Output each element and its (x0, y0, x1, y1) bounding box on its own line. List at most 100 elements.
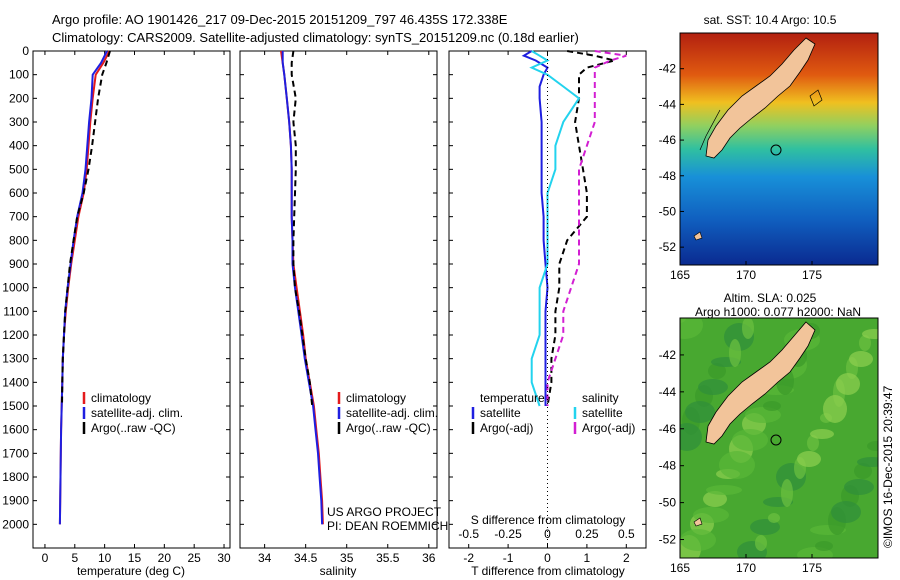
legend-label-satellite: satellite-adj. clim. (91, 406, 183, 420)
sla-patch (755, 535, 767, 551)
map-y-tick-label: -48 (659, 169, 677, 183)
sla-patch (680, 318, 703, 339)
sla-patch (708, 363, 726, 379)
depth-tick-label: 500 (9, 162, 29, 176)
sla-patch (815, 541, 833, 551)
depth-axis-labels: 0 100 200 300 400 500 600 700 800 900 1000 1100 1200… (2, 44, 29, 531)
map-y-tick-label: -48 (659, 459, 677, 473)
depth-tick-label: 900 (9, 257, 29, 271)
depth-tick-label: 1100 (3, 304, 29, 318)
sst-map-title: sat. SST: 10.4 Argo: 10.5 (704, 13, 837, 27)
salinity-legend: climatology satellite-adj. clim. Argo(..… (337, 391, 438, 435)
legend-label-climatology: climatology (91, 391, 151, 405)
stewart-island (693, 231, 703, 241)
depth-tick-label: 1600 (2, 423, 29, 437)
salinity-axis: 34 34.5 35 35.5 36 (240, 50, 437, 565)
series-line-argo-adj-t (546, 50, 615, 407)
sla-patch (768, 513, 780, 523)
depth-tick-label: 1200 (2, 328, 29, 342)
sla-patch (844, 479, 874, 495)
map-y-tick-label: -50 (659, 204, 677, 218)
x-tick-label: 35.5 (376, 551, 400, 565)
sla-map (680, 318, 878, 558)
sla-patch (680, 423, 702, 451)
sla-patch (750, 519, 780, 535)
map-x-tick-label: 175 (802, 268, 822, 282)
legend-title-salinity: salinity (582, 391, 619, 405)
depth-tick-label: 1900 (2, 494, 29, 508)
depth-tick-label: 100 (9, 68, 29, 82)
map-y-tick-label: -46 (659, 133, 677, 147)
sla-patch (719, 451, 755, 479)
sla-patch (732, 429, 768, 451)
series-line-temperature-satellite (521, 50, 549, 406)
s-tick-label: 0.5 (618, 527, 635, 541)
sla-patch (703, 491, 727, 507)
salinity-panel-frame (239, 50, 438, 549)
argo-location-marker (770, 144, 782, 156)
sst-map-frame (679, 32, 879, 266)
depth-tick-label: 1800 (2, 470, 29, 484)
s-tick-label: 0.25 (575, 527, 599, 541)
temperature-panel-frame (32, 50, 231, 549)
temperature-axis: 0 5 10 15 20 25 30 (33, 50, 231, 565)
legend-label-argo: Argo(..raw -QC) (346, 421, 431, 435)
legend-label-satellite: satellite-adj. clim. (346, 406, 438, 420)
sla-patch (706, 485, 742, 495)
series-line-argo-raw-qc- (290, 50, 314, 407)
sla-patch (857, 457, 878, 467)
legend-title-temperature: temperature (480, 391, 545, 405)
temperature-xlabel: temperature (deg C) (77, 564, 185, 578)
x-tick-label: -1 (503, 551, 514, 565)
depth-tick-label: 800 (9, 233, 29, 247)
sla-patch (680, 529, 716, 551)
sla-patch (854, 463, 872, 479)
x-tick-label: 1 (584, 551, 591, 565)
x-tick-label: 0 (42, 551, 49, 565)
s-tick-label: 0 (544, 527, 551, 541)
map-y-tick-label: -50 (659, 496, 677, 510)
sla-patch (763, 401, 781, 411)
depth-tick-label: 300 (9, 115, 29, 129)
header-line2: Climatology: CARS2009. Satellite-adjuste… (52, 30, 579, 45)
map-y-tick-label: -42 (659, 348, 677, 362)
sla-patch (807, 435, 819, 451)
series-line-climatology (280, 50, 324, 525)
x-tick-label: 0 (544, 551, 551, 565)
sla-patch (693, 507, 729, 523)
imos-side-label: ©IMOS 16-Dec-2015 20:39:47 (881, 385, 895, 548)
pi-annotation: PI: DEAN ROEMMICH (327, 519, 448, 533)
sla-patch (685, 401, 715, 423)
map-y-tick-label: -42 (659, 62, 677, 76)
sla-map-axes: 165 170 175 -42 -44 -46 -48 -50 -52 (659, 348, 823, 575)
series-line-argo-adj-s (546, 50, 627, 406)
depth-tick-label: 2000 (2, 517, 29, 531)
map-x-tick-label: 170 (736, 268, 756, 282)
difference-series (521, 50, 627, 407)
legend-label-t-argo: Argo(-adj) (480, 421, 533, 435)
sla-patch (810, 429, 834, 439)
legend-label-t-satellite: satellite (480, 406, 521, 420)
x-tick-label: 15 (128, 551, 142, 565)
stewart-island (693, 517, 703, 527)
depth-tick-label: 200 (9, 91, 29, 105)
x-tick-label: 30 (217, 551, 231, 565)
header-line1: Argo profile: AO 1901426_217 09-Dec-2015… (52, 12, 508, 27)
bathymetry-contour (699, 89, 823, 151)
map-y-tick-label: -44 (659, 97, 677, 111)
sla-patch (823, 395, 847, 423)
sla-patch (797, 451, 821, 467)
depth-tick-label: 0 (22, 44, 29, 58)
depth-tick-label: 1300 (2, 352, 29, 366)
x-tick-label: 2 (623, 551, 630, 565)
temperature-series (58, 50, 111, 525)
difference-legend: temperature salinity satellite Argo(-adj… (471, 391, 635, 435)
x-tick-label: 36 (422, 551, 436, 565)
x-tick-label: 10 (98, 551, 112, 565)
depth-tick-label: 400 (9, 139, 29, 153)
sla-patch (781, 479, 793, 507)
temperature-legend: climatology satellite-adj. clim. Argo(..… (82, 391, 183, 435)
sla-map-frame (679, 317, 879, 559)
map-x-tick-label: 165 (670, 561, 690, 575)
